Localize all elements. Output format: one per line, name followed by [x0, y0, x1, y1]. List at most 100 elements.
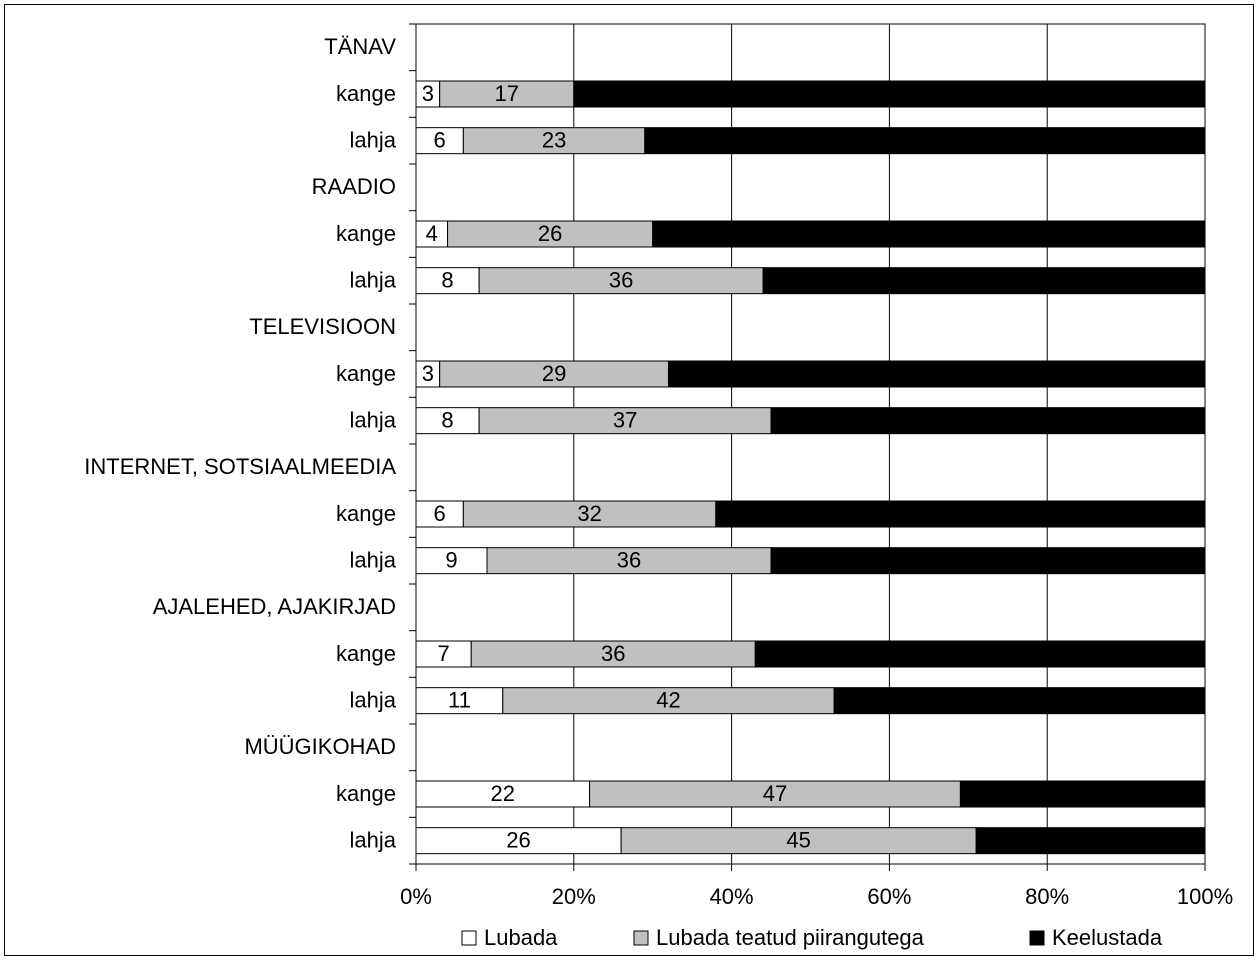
- x-tick-label: 60%: [867, 884, 911, 909]
- bar-segment: [959, 780, 1206, 808]
- data-label: 26: [506, 827, 530, 852]
- bar-segment: [502, 687, 835, 715]
- category-label: kange: [336, 501, 396, 526]
- data-label: 9: [445, 547, 457, 572]
- bar-segment: [415, 827, 622, 855]
- bar-segment: [462, 500, 717, 528]
- bar-segment: [478, 407, 772, 435]
- bar-segment: [975, 827, 1206, 855]
- legend-label: Keelustada: [1052, 925, 1163, 950]
- bar-segment: [770, 407, 1206, 435]
- x-tick-label: 100%: [1177, 884, 1233, 909]
- x-tick-label: 80%: [1025, 884, 1069, 909]
- data-label: 62: [948, 501, 972, 526]
- group-label: TÄNAV: [324, 34, 396, 59]
- data-label: 80: [877, 81, 901, 106]
- group-label: AJALEHED, AJAKIRJAD: [153, 594, 396, 619]
- data-label: 3: [422, 361, 434, 386]
- bar-segment: [447, 220, 654, 248]
- category-label: lahja: [350, 827, 397, 852]
- data-label: 55: [976, 547, 1000, 572]
- category-label: kange: [336, 221, 396, 246]
- data-label: 7: [437, 641, 449, 666]
- bar-segment: [470, 640, 756, 668]
- data-label: 68: [924, 361, 948, 386]
- data-label: 45: [786, 827, 810, 852]
- data-label: 57: [968, 641, 992, 666]
- bar-segment: [415, 500, 464, 528]
- category-label: kange: [336, 81, 396, 106]
- bar-segment: [486, 547, 772, 575]
- data-label: 23: [542, 127, 566, 152]
- data-label: 36: [609, 267, 633, 292]
- legend-label: Lubada teatud piirangutega: [656, 925, 925, 950]
- x-tick-label: 40%: [710, 884, 754, 909]
- category-label: kange: [336, 361, 396, 386]
- data-label: 70: [917, 221, 941, 246]
- bar-segment: [415, 780, 591, 808]
- category-label: lahja: [350, 547, 397, 572]
- bar-segment: [715, 500, 1206, 528]
- legend-label: Lubada: [484, 925, 558, 950]
- bar-segment: [573, 80, 1206, 108]
- data-label: 36: [617, 547, 641, 572]
- bar-segment: [415, 267, 480, 295]
- legend-swatch: [633, 930, 649, 946]
- category-label: lahja: [350, 267, 397, 292]
- data-label: 29: [1078, 827, 1102, 852]
- bar-segment: [415, 127, 464, 155]
- data-label: 6: [434, 501, 446, 526]
- group-label: INTERNET, SOTSIAALMEEDIA: [84, 454, 396, 479]
- bar-segment: [667, 360, 1206, 388]
- data-label: 42: [656, 687, 680, 712]
- data-label: 8: [441, 407, 453, 432]
- x-tick-label: 20%: [552, 884, 596, 909]
- data-label: 4: [426, 221, 438, 246]
- category-label: kange: [336, 641, 396, 666]
- data-label: 29: [542, 361, 566, 386]
- x-tick-label: 0%: [400, 884, 432, 909]
- bar-segment: [620, 827, 977, 855]
- bar-segment: [415, 687, 504, 715]
- data-label: 26: [538, 221, 562, 246]
- data-label: 11: [448, 687, 471, 712]
- category-label: lahja: [350, 407, 397, 432]
- bar-segment: [415, 547, 488, 575]
- category-label: lahja: [350, 127, 397, 152]
- bar-segment: [415, 220, 449, 248]
- bar-segment: [833, 687, 1206, 715]
- bar-segment: [644, 127, 1206, 155]
- group-label: TELEVISIOON: [249, 314, 396, 339]
- bar-segment: [478, 267, 764, 295]
- data-label: 22: [491, 781, 515, 806]
- bar-segment: [762, 267, 1206, 295]
- data-label: 6: [434, 127, 446, 152]
- bar-segment: [415, 407, 480, 435]
- bar-segment: [652, 220, 1206, 248]
- data-label: 3: [422, 81, 434, 106]
- bar-segment: [462, 127, 646, 155]
- data-label: 47: [1007, 687, 1031, 712]
- data-label: 36: [601, 641, 625, 666]
- data-label: 31: [1070, 781, 1094, 806]
- legend-swatch: [1029, 930, 1045, 946]
- data-label: 37: [613, 407, 637, 432]
- group-label: RAADIO: [312, 174, 396, 199]
- data-label: 47: [763, 781, 787, 806]
- chart-frame: [4, 4, 1254, 956]
- data-label: 17: [494, 81, 518, 106]
- data-label: 56: [972, 267, 996, 292]
- category-label: lahja: [350, 687, 397, 712]
- legend-swatch: [461, 930, 477, 946]
- bar-segment: [770, 547, 1206, 575]
- group-label: MÜÜGIKOHAD: [244, 734, 396, 759]
- category-label: kange: [336, 781, 396, 806]
- data-label: 55: [976, 407, 1000, 432]
- bar-segment: [439, 360, 669, 388]
- bar-segment: [754, 640, 1206, 668]
- data-label: 8: [441, 267, 453, 292]
- data-label: 32: [577, 501, 601, 526]
- bar-segment: [439, 80, 575, 108]
- bar-segment: [589, 780, 961, 808]
